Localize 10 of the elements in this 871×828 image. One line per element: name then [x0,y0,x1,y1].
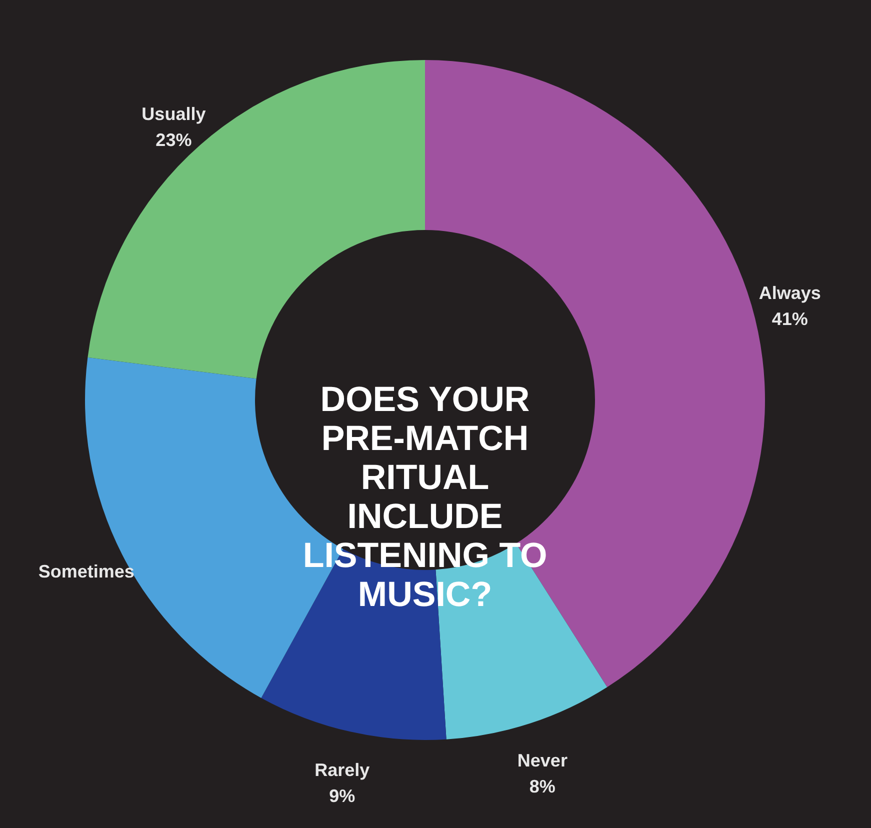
slice-label: Always [758,282,821,303]
slice-label: Sometimes [38,562,134,582]
data-label: 23% [156,130,192,150]
slice-label: Never [517,750,568,770]
data-label: 8% [529,776,556,796]
slice-label: Usually [142,104,206,124]
data-label: 41% [772,308,808,329]
slice-label: Rarely [314,760,370,780]
data-label: 9% [329,786,356,806]
donut-slice [88,60,425,379]
